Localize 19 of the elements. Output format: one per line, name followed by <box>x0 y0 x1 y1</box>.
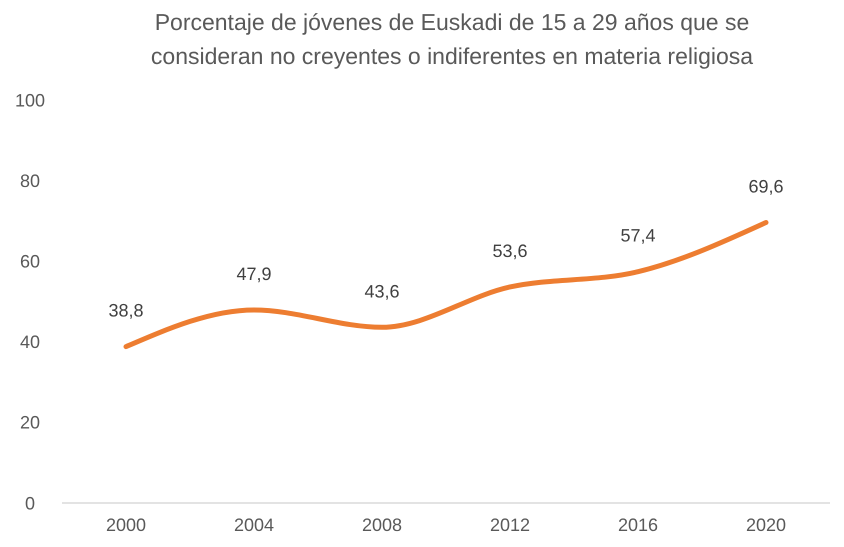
data-label: 69,6 <box>748 176 784 197</box>
data-label: 38,8 <box>108 300 144 321</box>
data-label: 53,6 <box>492 240 528 261</box>
x-tick-label: 2020 <box>746 515 786 535</box>
x-tick-label: 2012 <box>490 515 530 535</box>
y-tick-label: 60 <box>20 252 40 272</box>
x-tick-label: 2016 <box>618 515 658 535</box>
data-label: 57,4 <box>620 226 656 246</box>
y-tick-label: 20 <box>20 412 40 433</box>
chart-title: Porcentaje de jóvenes de Euskadi de 15 a 29 años que se consideran no creyentes o indiferentes en materia religiosa <box>150 9 754 69</box>
y-tick-label: 80 <box>20 170 40 191</box>
data-label: 47,9 <box>236 264 272 284</box>
y-tick-label: 40 <box>20 332 40 352</box>
x-tick-label: 2004 <box>234 515 274 535</box>
y-tick-label: 100 <box>14 90 46 110</box>
x-tick-label: 2000 <box>106 515 146 535</box>
data-label: 43,6 <box>364 281 400 302</box>
y-tick-label: 0 <box>24 493 36 514</box>
x-tick-label: 2008 <box>362 515 402 535</box>
